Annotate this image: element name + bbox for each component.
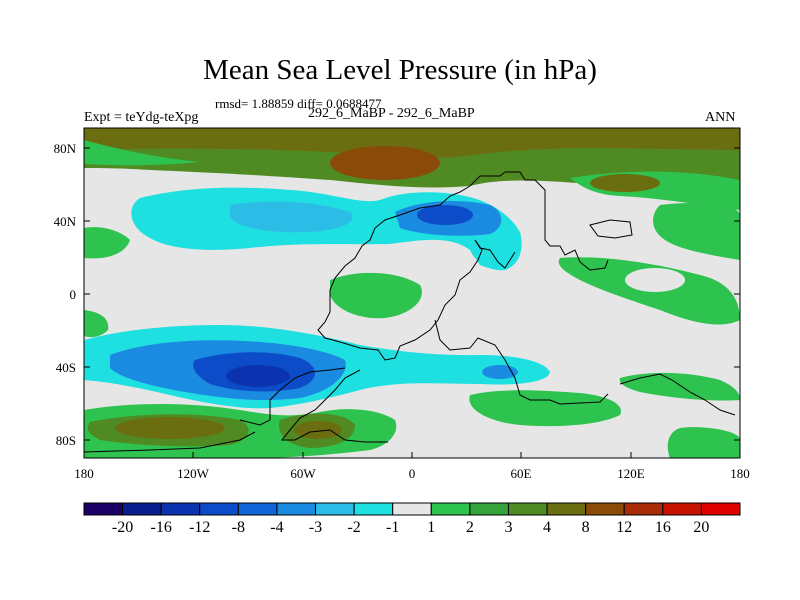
- colorbar-label: -1: [386, 519, 400, 536]
- lon-tick-180w: 180: [74, 466, 94, 481]
- antarctic-green-e: [667, 427, 740, 458]
- antarctic-coast: [83, 431, 256, 453]
- nh-low-mid: [230, 201, 353, 233]
- lon-tick-60w: 60W: [290, 466, 316, 481]
- colorbar-box: [315, 502, 355, 516]
- eurasia-coast: [469, 171, 609, 271]
- arctic-high-core: [330, 146, 440, 180]
- lon-tick-0: 0: [408, 466, 416, 481]
- siberia-core: [590, 174, 660, 192]
- colorbar-label: -12: [189, 519, 211, 536]
- colorbar-label: 8: [581, 519, 590, 536]
- south-east-green: [619, 372, 740, 401]
- colorbar-box: [585, 502, 625, 516]
- coastlines: [83, 171, 736, 453]
- colorbar-box: [700, 502, 741, 516]
- colorbar-label: 16: [654, 519, 671, 536]
- colorbar: [83, 502, 741, 516]
- asia-hole: [625, 268, 685, 292]
- colorbar-box: [353, 502, 394, 516]
- lon-tick-180e: 180: [730, 466, 750, 481]
- sh-low-east: [482, 365, 518, 379]
- south-indian-green: [469, 390, 621, 427]
- colorbar-box: [83, 502, 124, 516]
- lat-tick-0: 0: [69, 287, 77, 302]
- colorbar-label: 20: [693, 519, 710, 536]
- colorbar-box: [662, 502, 702, 516]
- colorbar-label: -3: [308, 519, 323, 536]
- africa-green: [330, 272, 422, 319]
- australia-coast: [619, 373, 736, 416]
- season-label: ANN: [705, 110, 736, 125]
- mideast-coast: [474, 239, 516, 269]
- colorbar-label: 3: [504, 519, 513, 536]
- colorbar-label: -2: [347, 519, 361, 536]
- colorbar-box: [237, 502, 278, 516]
- nw-green-patch: [84, 227, 130, 259]
- colorbar-box: [160, 502, 201, 516]
- east-green-patch: [653, 203, 740, 260]
- colorbar-box: [623, 502, 664, 516]
- andes-coast: [239, 367, 346, 426]
- colorbar-label: 12: [616, 519, 633, 536]
- north-band-strong: [84, 128, 740, 158]
- lat-tick-80n: 80N: [53, 141, 76, 156]
- colorbar-box: [507, 502, 548, 516]
- colorbar-box: [430, 502, 471, 516]
- colorbar-label: -8: [231, 519, 246, 536]
- lon-tick-120w: 120W: [177, 466, 209, 481]
- lat-tick-40s: 40S: [55, 360, 76, 375]
- nh-low-core: [417, 205, 473, 225]
- med-low: [470, 244, 520, 269]
- comparison-label: 292_6_MaBP - 292_6_MaBP: [308, 106, 475, 121]
- ocean-coast: [434, 319, 609, 405]
- antarctic-core-w: [115, 417, 225, 439]
- colorbar-box: [392, 502, 432, 516]
- lon-tick-60e: 60E: [510, 466, 532, 481]
- sh-low-core: [226, 365, 290, 387]
- north-band-edge: [84, 140, 200, 166]
- axis-ticks: [84, 147, 740, 458]
- map-title: Mean Sea Level Pressure (in hPa): [203, 54, 597, 86]
- stats-text: rmsd= 1.88859 diff= 0.0688477: [215, 96, 382, 111]
- w-green-patch: [84, 310, 109, 338]
- south-america-coast: [280, 369, 388, 443]
- colorbar-label: 2: [465, 519, 474, 536]
- colorbar-box: [276, 502, 317, 516]
- colorbar-label: 4: [543, 519, 552, 536]
- colorbar-label: -20: [111, 519, 134, 536]
- colorbar-box: [122, 502, 162, 516]
- colorbar-box: [199, 502, 239, 516]
- colorbar-box: [469, 502, 509, 516]
- colorbar-label: 1: [427, 519, 436, 536]
- colorbar-label: -4: [270, 519, 284, 536]
- colorbar-label: -16: [150, 519, 172, 536]
- experiment-label: Expt = teYdg-teXpg: [84, 110, 199, 125]
- lat-tick-80s: 80S: [55, 433, 76, 448]
- japan-outline: [589, 219, 633, 239]
- lat-tick-40n: 40N: [53, 214, 76, 229]
- africa-coast: [317, 185, 483, 361]
- lon-tick-120e: 120E: [617, 466, 645, 481]
- colorbar-box: [546, 502, 587, 516]
